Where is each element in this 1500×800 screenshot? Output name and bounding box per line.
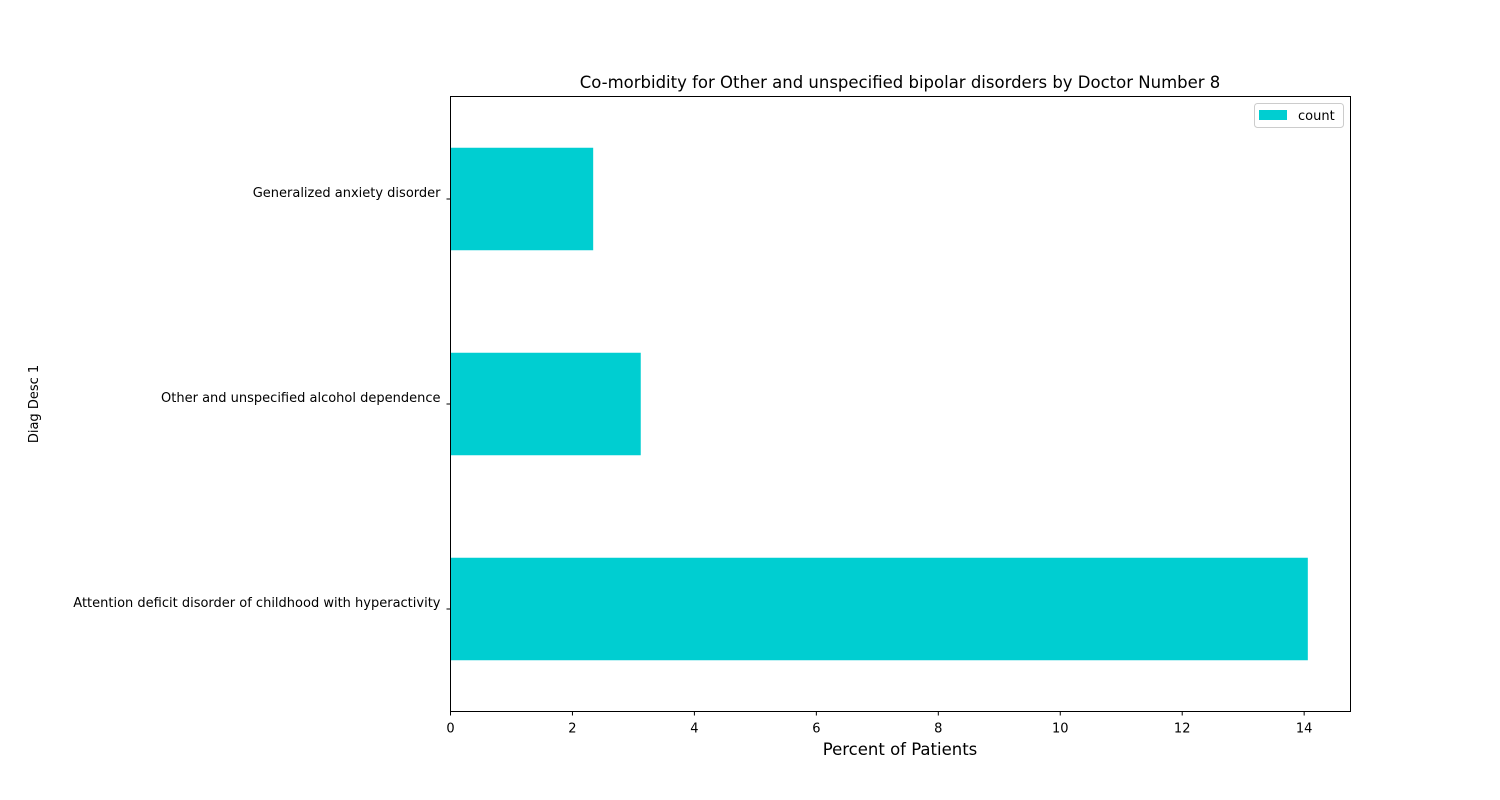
x-tick-label-4: 8 [934,722,942,737]
y-axis-ticks: Attention deficit disorder of childhood … [73,186,451,611]
x-tick-label-1: 2 [568,722,576,737]
x-axis-title: Percent of Patients [823,740,978,759]
chart-title: Co-morbidity for Other and unspecified b… [580,73,1221,92]
bar-0 [450,557,1308,661]
x-tick-label-0: 0 [446,722,454,737]
x-axis-ticks: 0 2 4 6 8 10 12 14 [446,711,1313,737]
bar-1 [450,352,641,456]
legend-frame [1254,103,1344,128]
y-tick-label-0: Attention deficit disorder of childhood … [73,596,441,611]
legend: count [1254,103,1344,128]
legend-label: count [1298,109,1335,124]
x-tick-label-5: 10 [1052,722,1069,737]
y-tick-label-2: Generalized anxiety disorder [253,186,441,201]
x-tick-label-2: 4 [690,722,698,737]
bars-group [450,147,1308,661]
y-tick-label-1: Other and unspecified alcohol dependence [161,391,440,406]
y-axis-title: Diag Desc 1 [27,365,42,443]
legend-swatch [1259,110,1287,120]
x-tick-label-7: 14 [1296,722,1313,737]
x-tick-label-3: 6 [812,722,820,737]
bar-2 [450,147,594,251]
x-tick-label-6: 12 [1174,722,1191,737]
